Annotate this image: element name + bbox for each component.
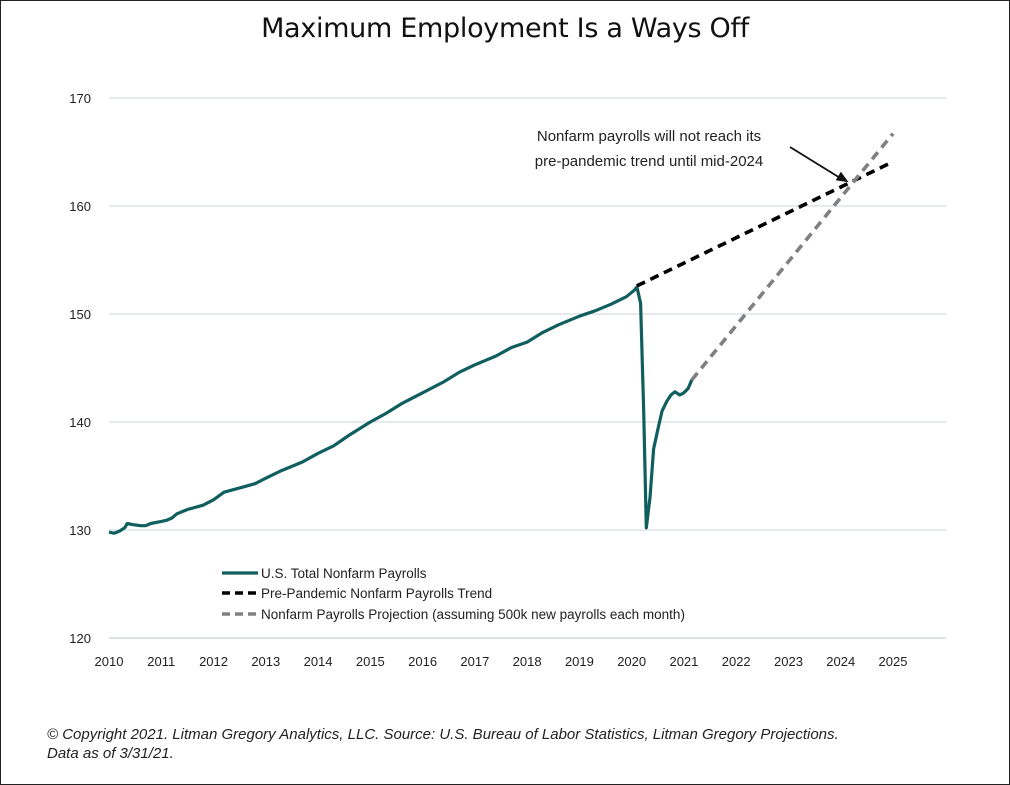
x-tick-label-2019: 2019 bbox=[565, 654, 594, 669]
x-tick-label-2021: 2021 bbox=[669, 654, 698, 669]
x-tick-label-2017: 2017 bbox=[460, 654, 489, 669]
legend-label-3: Nonfarm Payrolls Projection (assuming 50… bbox=[261, 607, 685, 622]
y-tick-label-150: 150 bbox=[69, 307, 91, 322]
x-tick-label-2013: 2013 bbox=[251, 654, 280, 669]
footnote-line-1: © Copyright 2021. Litman Gregory Analyti… bbox=[47, 726, 839, 743]
x-tick-label-2010: 2010 bbox=[95, 654, 124, 669]
x-tick-label-2014: 2014 bbox=[304, 654, 333, 669]
series-line-2 bbox=[636, 160, 894, 288]
y-tick-label-130: 130 bbox=[69, 523, 91, 538]
x-tick-label-2011: 2011 bbox=[147, 654, 175, 669]
x-tick-label-2016: 2016 bbox=[408, 654, 437, 669]
y-tick-label-120: 120 bbox=[69, 631, 91, 646]
annotation-line-1: Nonfarm payrolls will not reach its bbox=[537, 128, 761, 145]
x-tick-label-2025: 2025 bbox=[879, 654, 908, 669]
legend-label-2: Pre-Pandemic Nonfarm Payrolls Trend bbox=[261, 586, 492, 601]
x-tick-label-2022: 2022 bbox=[722, 654, 751, 669]
y-tick-label-140: 140 bbox=[69, 415, 91, 430]
annotation-arrow-shaft bbox=[789, 146, 842, 180]
chart-title: Maximum Employment Is a Ways Off bbox=[261, 13, 749, 44]
series-line-3 bbox=[690, 132, 895, 382]
annotation-line-2: pre-pandemic trend until mid-2024 bbox=[535, 153, 763, 170]
x-tick-label-2018: 2018 bbox=[513, 654, 542, 669]
footnote-line-2: Data as of 3/31/21. bbox=[47, 745, 174, 762]
series-line-1 bbox=[108, 285, 694, 535]
footnote: © Copyright 2021. Litman Gregory Analyti… bbox=[47, 725, 947, 763]
x-tick-label-2015: 2015 bbox=[356, 654, 385, 669]
y-tick-label-170: 170 bbox=[69, 91, 91, 106]
x-tick-label-2020: 2020 bbox=[617, 654, 646, 669]
x-tick-label-2012: 2012 bbox=[199, 654, 228, 669]
legend-label-1: U.S. Total Nonfarm Payrolls bbox=[261, 566, 427, 581]
x-tick-label-2023: 2023 bbox=[774, 654, 803, 669]
y-tick-label-160: 160 bbox=[69, 199, 91, 214]
x-tick-label-2024: 2024 bbox=[826, 654, 855, 669]
annotation-arrow-head bbox=[835, 171, 849, 183]
